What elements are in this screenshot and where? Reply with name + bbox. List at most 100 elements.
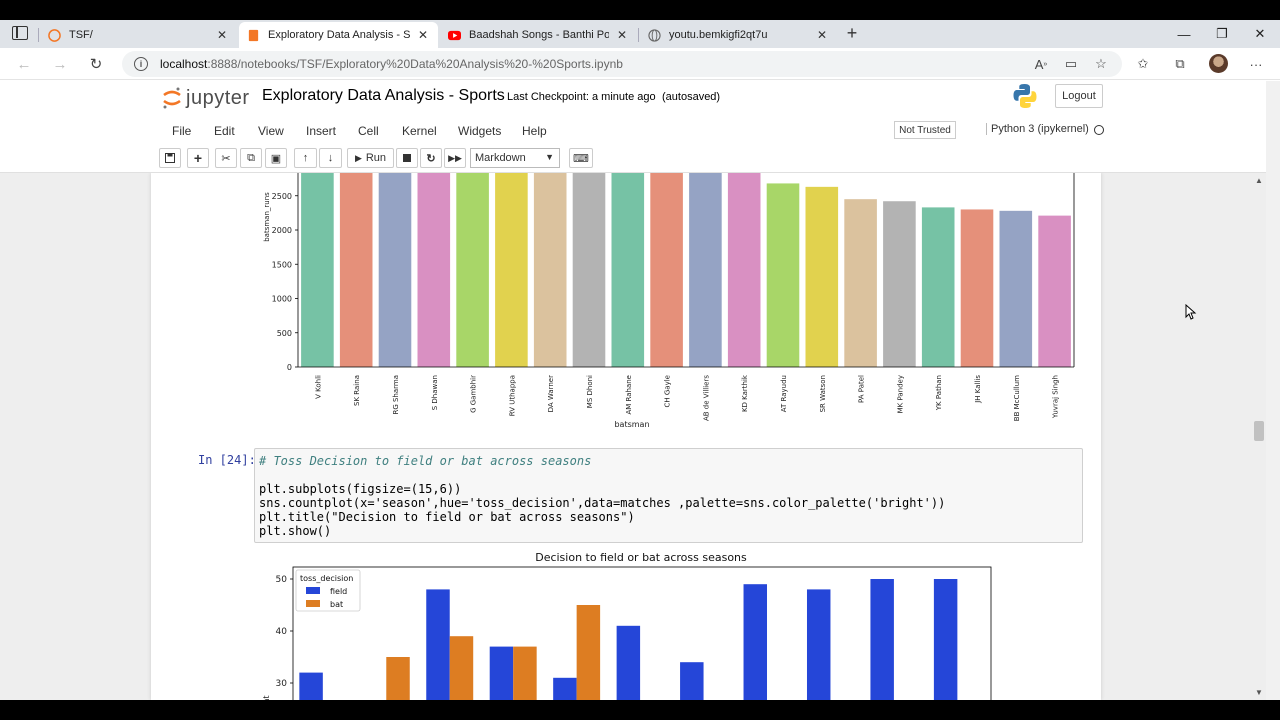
x-tick-label: CH Gayle xyxy=(664,375,672,407)
x-tick-label: MS Dhoni xyxy=(586,375,594,408)
python-logo-icon xyxy=(1013,84,1037,108)
close-icon[interactable]: ✕ xyxy=(816,28,828,42)
x-tick-label: Yuvraj Singh xyxy=(1052,375,1060,419)
x-tick-label: KD Karthik xyxy=(741,374,749,412)
bar-field xyxy=(426,589,450,700)
tab-separator xyxy=(38,28,39,42)
new-tab-icon[interactable]: + xyxy=(846,23,858,43)
bar xyxy=(805,186,839,367)
insert-cell-icon[interactable]: + xyxy=(187,148,209,168)
more-options-icon[interactable]: ··· xyxy=(1249,56,1263,72)
cell-type-select[interactable]: Markdown ▼ xyxy=(470,148,560,168)
menu-edit[interactable]: Edit xyxy=(214,124,235,138)
restore-icon[interactable]: ❐ xyxy=(1216,26,1228,41)
close-icon[interactable]: ✕ xyxy=(417,28,429,42)
checkpoint-status: Last Checkpoint: a minute ago xyxy=(507,91,656,103)
read-aloud-icon[interactable]: A» xyxy=(1034,56,1048,72)
logout-button[interactable]: Logout xyxy=(1055,84,1103,108)
restart-icon[interactable]: ↻ xyxy=(420,148,442,168)
bar-field xyxy=(680,662,704,700)
cut-icon[interactable]: ✂ xyxy=(215,148,237,168)
globe-favicon xyxy=(648,28,661,42)
x-tick-label: G Gambhir xyxy=(470,375,478,413)
tab-exploratory-data-analysis[interactable]: Exploratory Data Analysis - Sports ✕ xyxy=(239,22,438,48)
tab-actions-icon[interactable] xyxy=(12,26,28,40)
notebook-title[interactable]: Exploratory Data Analysis - Sports xyxy=(262,87,505,104)
scroll-down-arrow-icon[interactable]: ▼ xyxy=(1255,688,1263,697)
scroll-up-arrow-icon[interactable]: ▲ xyxy=(1255,176,1263,185)
command-palette-icon[interactable]: ⌨ xyxy=(569,148,593,168)
chart-toss-decision: Decision to field or bat across seasons 3… xyxy=(262,551,992,700)
menu-kernel[interactable]: Kernel xyxy=(402,124,437,138)
minimize-icon[interactable]: — xyxy=(1177,26,1191,42)
menu-bar: File Edit View Insert Cell Kernel Widget… xyxy=(160,119,1106,143)
tab-youtube-link[interactable]: youtu.bemkigfi2qt7u ✕ xyxy=(640,22,837,48)
run-button[interactable]: ▶ Run xyxy=(347,148,394,168)
favorites-icon[interactable]: ✩ xyxy=(1137,56,1149,71)
bar-bat xyxy=(386,657,410,700)
window-close-icon[interactable]: ✕ xyxy=(1254,26,1266,41)
move-up-icon[interactable]: ↑ xyxy=(294,148,317,168)
url-input[interactable]: i localhost:8888/notebooks/TSF/Explorato… xyxy=(122,51,1122,77)
kernel-name[interactable]: Python 3 (ipykernel) xyxy=(986,123,1089,135)
info-icon[interactable]: i xyxy=(134,57,148,71)
bar-field xyxy=(489,646,514,700)
kernel-idle-indicator-icon xyxy=(1094,125,1104,135)
close-icon[interactable]: ✕ xyxy=(216,28,228,42)
bar xyxy=(1038,215,1071,367)
menu-insert[interactable]: Insert xyxy=(306,124,337,138)
menu-help[interactable]: Help xyxy=(522,124,547,138)
add-favorite-icon[interactable]: ☆ xyxy=(1095,56,1107,71)
move-down-icon[interactable]: ↓ xyxy=(319,148,342,168)
y-tick-label: 1500 xyxy=(272,260,292,269)
bar xyxy=(339,173,373,367)
avatar[interactable] xyxy=(1209,54,1228,73)
menu-widgets[interactable]: Widgets xyxy=(458,124,502,138)
scrollbar-thumb[interactable] xyxy=(1254,421,1264,441)
chart-title: Decision to field or bat across seasons xyxy=(535,551,747,564)
tab-title: Baadshah Songs - Banthi Poola J xyxy=(469,29,609,41)
tab-tsf[interactable]: TSF/ ✕ xyxy=(40,22,237,48)
jupyter-logo[interactable]: jupyter xyxy=(162,86,250,110)
save-icon[interactable] xyxy=(159,148,181,168)
page-scrollbar[interactable] xyxy=(1266,81,1280,700)
not-trusted-button[interactable]: Not Trusted xyxy=(894,121,956,139)
bar xyxy=(960,209,994,367)
play-icon: ▶ xyxy=(354,152,362,163)
tab-baadshah-songs[interactable]: Baadshah Songs - Banthi Poola J ✕ xyxy=(440,22,637,48)
collections-icon[interactable]: ⧉ xyxy=(1175,56,1185,71)
menu-cell[interactable]: Cell xyxy=(358,124,379,138)
youtube-favicon xyxy=(448,30,461,40)
bar xyxy=(766,183,800,367)
back-arrow-icon[interactable]: ← xyxy=(16,55,32,73)
immersive-reader-icon[interactable]: ▭ xyxy=(1064,56,1078,71)
bar xyxy=(533,173,567,367)
bar-field xyxy=(616,625,641,700)
bar xyxy=(650,173,683,367)
close-icon[interactable]: ✕ xyxy=(616,28,628,42)
black-border-bottom xyxy=(0,700,1280,720)
menu-view[interactable]: View xyxy=(258,124,284,138)
x-axis-label: batsman xyxy=(614,420,649,429)
cell-prompt: In [24]: xyxy=(198,453,256,467)
tab-title: TSF/ xyxy=(69,29,93,41)
jupyter-header: jupyter Exploratory Data Analysis - Spor… xyxy=(0,81,1266,173)
bar xyxy=(301,173,334,367)
code-cell-24[interactable]: # Toss Decision to field or bat across s… xyxy=(254,448,1083,543)
x-tick-label: BB McCullum xyxy=(1013,375,1021,421)
bar xyxy=(727,173,761,367)
interrupt-icon[interactable] xyxy=(396,148,418,168)
x-tick-label: V Kohli xyxy=(314,375,322,399)
bar-field xyxy=(806,589,831,700)
x-tick-label: SR Watson xyxy=(819,375,827,412)
jupyter-logo-icon xyxy=(163,87,181,109)
x-tick-label: RG Sharma xyxy=(392,375,400,415)
copy-icon[interactable]: ⧉ xyxy=(240,148,262,168)
paste-icon[interactable]: ▣ xyxy=(265,148,287,168)
menu-file[interactable]: File xyxy=(172,124,192,138)
code-line: # Toss Decision to field or bat across s… xyxy=(259,454,592,468)
tab-separator xyxy=(638,28,639,42)
restart-run-all-icon[interactable]: ▶▶ xyxy=(444,148,466,168)
refresh-icon[interactable]: ↻ xyxy=(89,56,103,73)
forward-arrow-icon[interactable]: → xyxy=(52,55,68,73)
